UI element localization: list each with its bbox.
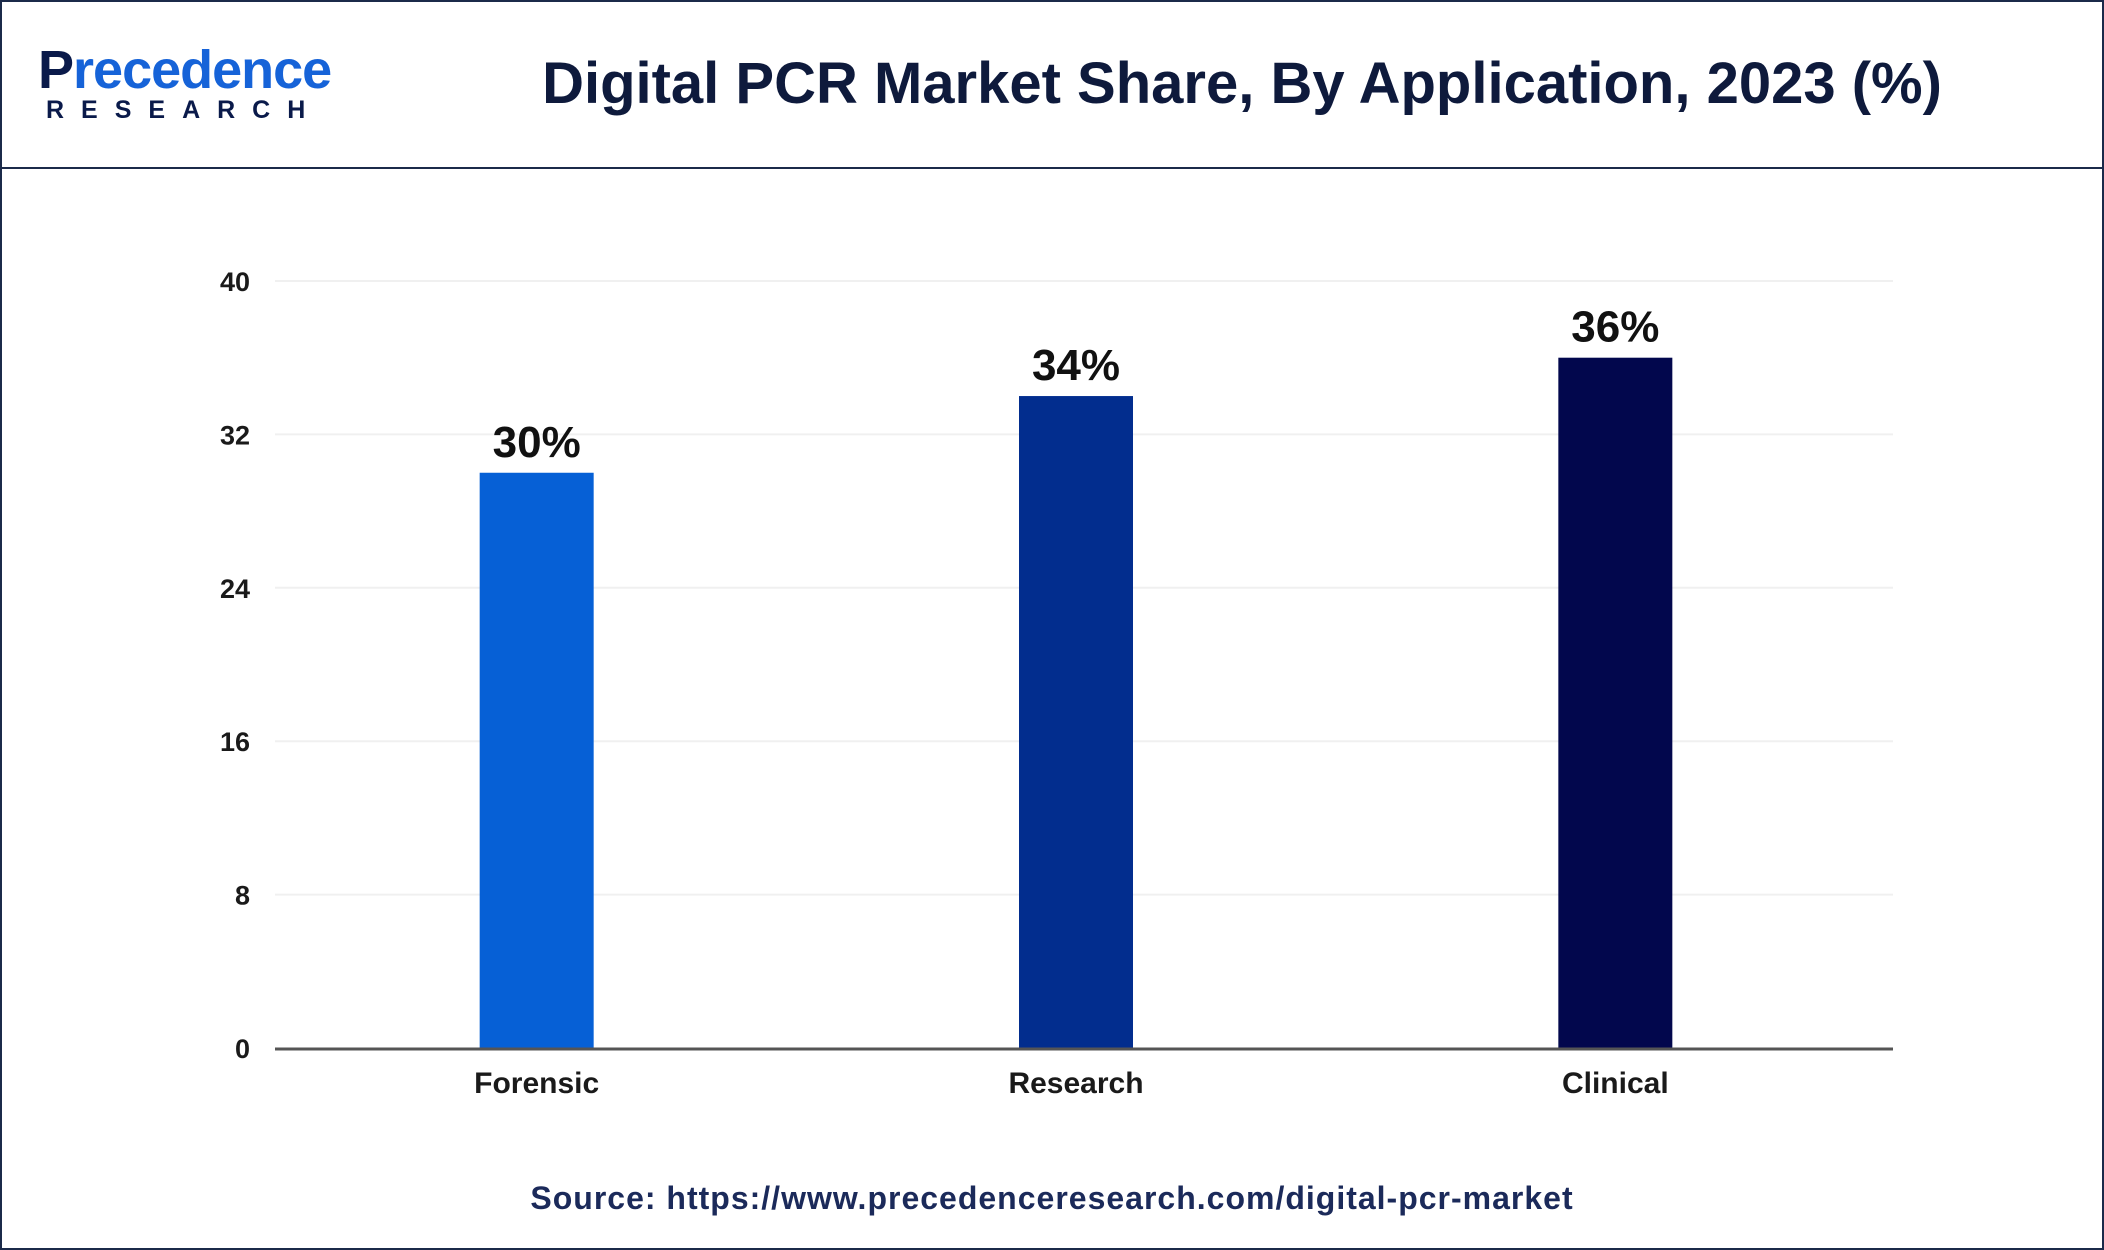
bar-research xyxy=(1019,396,1133,1048)
y-tick-label: 40 xyxy=(220,267,250,297)
data-labels: 30% 34% 36% xyxy=(493,303,1660,467)
y-tick-label: 16 xyxy=(220,727,250,757)
logo-wordmark: Precedence xyxy=(38,40,332,100)
bars xyxy=(479,357,1673,1048)
data-label-clinical: 36% xyxy=(1571,303,1659,352)
data-label-research: 34% xyxy=(1032,341,1120,390)
header: Precedence RESEARCH Digital PCR Market S… xyxy=(2,2,2102,169)
x-tick-label-research: Research xyxy=(1008,1067,1143,1100)
y-tick-label: 0 xyxy=(235,1034,250,1064)
data-label-forensic: 30% xyxy=(493,418,581,467)
y-tick-label: 32 xyxy=(220,420,250,450)
x-tick-label-clinical: Clinical xyxy=(1562,1067,1669,1100)
x-axis-ticks: Forensic Research Clinical xyxy=(474,1067,1669,1100)
y-tick-label: 8 xyxy=(235,881,250,911)
y-tick-label: 24 xyxy=(220,574,250,604)
y-axis-ticks: 0 8 16 24 32 40 xyxy=(220,267,250,1064)
bar-forensic xyxy=(479,472,594,1048)
logo-subtitle: RESEARCH xyxy=(46,96,323,124)
logo-initial: P xyxy=(38,40,74,100)
source-note: Source: https://www.precedenceresearch.c… xyxy=(530,1180,1574,1216)
bar-clinical xyxy=(1558,357,1673,1048)
x-tick-label-forensic: Forensic xyxy=(474,1067,599,1100)
chart-title: Digital PCR Market Share, By Application… xyxy=(542,51,1942,116)
logo-wordmark-rest: recedence xyxy=(73,40,332,100)
precedence-research-logo: Precedence RESEARCH xyxy=(38,40,338,130)
